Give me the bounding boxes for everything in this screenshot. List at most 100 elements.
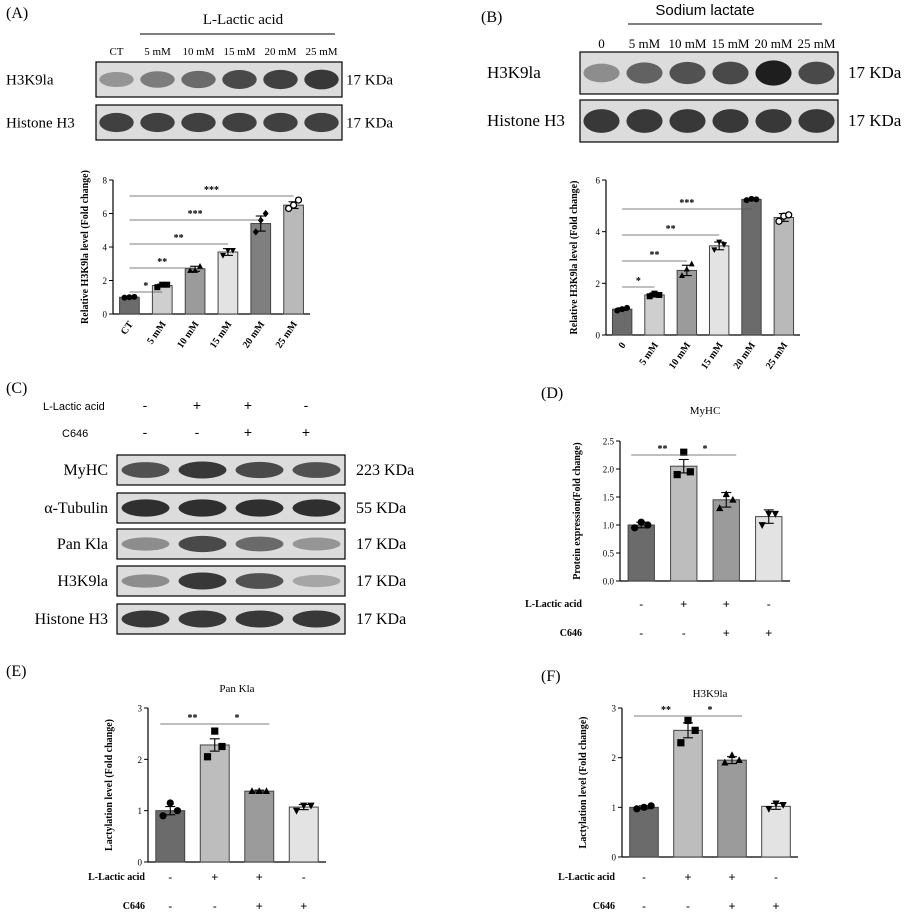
chart-title: H3K9la — [693, 688, 728, 700]
data-point — [775, 217, 783, 225]
blot-band — [712, 61, 749, 85]
y-tick-label: 6 — [103, 209, 108, 219]
blot-band — [140, 112, 175, 133]
blot-band — [181, 70, 216, 89]
blot-lane-label: 10 mM — [669, 36, 707, 51]
data-point — [640, 803, 648, 811]
condition-label: C646 — [593, 901, 615, 912]
data-point — [300, 802, 308, 810]
data-point — [735, 756, 743, 764]
condition-sign: + — [723, 597, 730, 611]
condition-sign: - — [195, 424, 200, 440]
x-tick-label: 15 mM — [208, 319, 235, 351]
blot-band — [178, 535, 227, 553]
data-point — [758, 522, 766, 529]
significance-label: *** — [679, 198, 694, 209]
significance-label: * — [708, 705, 713, 716]
y-axis-label: Relative H3K9la level (Fold change) — [569, 181, 580, 335]
data-point — [192, 267, 199, 273]
blot-band — [235, 610, 284, 628]
blot-band — [140, 71, 175, 88]
x-tick-label: 20 mM — [732, 340, 759, 372]
data-point — [166, 799, 174, 807]
condition-label: L-Lactic acid — [43, 401, 105, 413]
blot-lane-label: 20 mM — [755, 36, 793, 51]
blot-protein-label: H3K9la — [6, 73, 54, 89]
data-point — [211, 727, 219, 735]
data-point — [187, 267, 194, 273]
data-point — [772, 800, 780, 808]
data-point — [289, 201, 298, 209]
blot-protein-label: Histone H3 — [487, 111, 565, 130]
condition-sign: + — [728, 899, 735, 913]
blot-band — [292, 499, 341, 517]
data-point — [748, 195, 755, 202]
y-tick-label: 1.0 — [603, 521, 615, 531]
blot-band — [712, 109, 749, 133]
chart-title: MyHC — [690, 405, 721, 417]
y-axis-label: Lactylation level (Fold change) — [578, 717, 589, 849]
panel-label-e: (E) — [6, 663, 26, 680]
chart-b: 0 2 4 6 Relative H3K9la level (Fold change) 0… — [569, 176, 800, 372]
blot-band — [99, 112, 134, 133]
blot-band — [235, 461, 284, 479]
condition-sign: - — [168, 870, 172, 884]
y-axis-label: Lactylation level (Fold change) — [104, 719, 115, 851]
blot-a-treatment: L-Lactic acid — [203, 12, 284, 28]
blot-size-label: 17 KDa — [848, 63, 902, 82]
blot-band — [263, 69, 298, 90]
blot-band — [235, 536, 284, 552]
condition-label: L-Lactic acid — [525, 599, 582, 610]
blot-lane-label: 15 mM — [712, 36, 750, 51]
blot-band — [178, 461, 227, 479]
panel-label-c: (C) — [6, 380, 27, 397]
y-tick-label: 0 — [612, 853, 617, 863]
data-point — [678, 272, 685, 278]
data-point — [131, 293, 138, 300]
condition-sign: + — [256, 870, 263, 884]
condition-sign: + — [256, 899, 263, 913]
data-point — [248, 787, 256, 795]
condition-sign: + — [244, 397, 252, 413]
blot-band — [178, 610, 227, 628]
data-point — [197, 262, 204, 269]
condition-sign: + — [728, 870, 735, 884]
blot-size-label: 55 KDa — [356, 500, 406, 517]
y-tick-label: 0.0 — [603, 577, 615, 587]
significance-label: ** — [666, 224, 676, 235]
blot-band — [121, 499, 170, 517]
blot-size-label: 17 KDa — [356, 573, 406, 590]
condition-sign: - — [639, 626, 643, 640]
data-point — [262, 787, 271, 795]
y-tick-label: 0 — [103, 310, 108, 320]
data-point — [252, 228, 259, 236]
blot-band — [583, 63, 620, 83]
blot-band — [304, 69, 339, 90]
condition-sign: - — [774, 870, 778, 884]
significance-label: * — [636, 276, 641, 287]
blot-b-treatment: Sodium lactate — [655, 2, 754, 19]
y-tick-label: 6 — [596, 176, 601, 186]
data-point — [651, 290, 658, 297]
chart-f: H3K9la 0 1 2 3 Lactylation level (Fold change… — [558, 688, 798, 913]
condition-sign: + — [772, 899, 779, 913]
blot-protein-label: Histone H3 — [35, 611, 108, 628]
blot-lane-label: 5 mM — [144, 46, 171, 58]
blot-band — [178, 499, 227, 517]
blot-band — [669, 61, 706, 85]
condition-sign: + — [680, 597, 687, 611]
significance-label: ** — [157, 257, 167, 268]
x-tick-label: 15 mM — [699, 340, 726, 372]
data-point — [771, 510, 779, 518]
blot-size-label: 17 KDa — [346, 73, 393, 89]
blot-lane-label: CT — [109, 46, 123, 58]
y-tick-label: 0 — [596, 331, 601, 341]
data-point — [716, 239, 723, 246]
data-point — [154, 284, 161, 291]
bar — [217, 251, 239, 315]
panel-label-d: (D) — [541, 385, 563, 402]
blot-strip-histone-h3 — [579, 99, 839, 143]
x-tick-label: 5 mM — [145, 319, 169, 346]
data-point — [159, 281, 166, 288]
x-tick-label: 25 mM — [764, 340, 791, 372]
